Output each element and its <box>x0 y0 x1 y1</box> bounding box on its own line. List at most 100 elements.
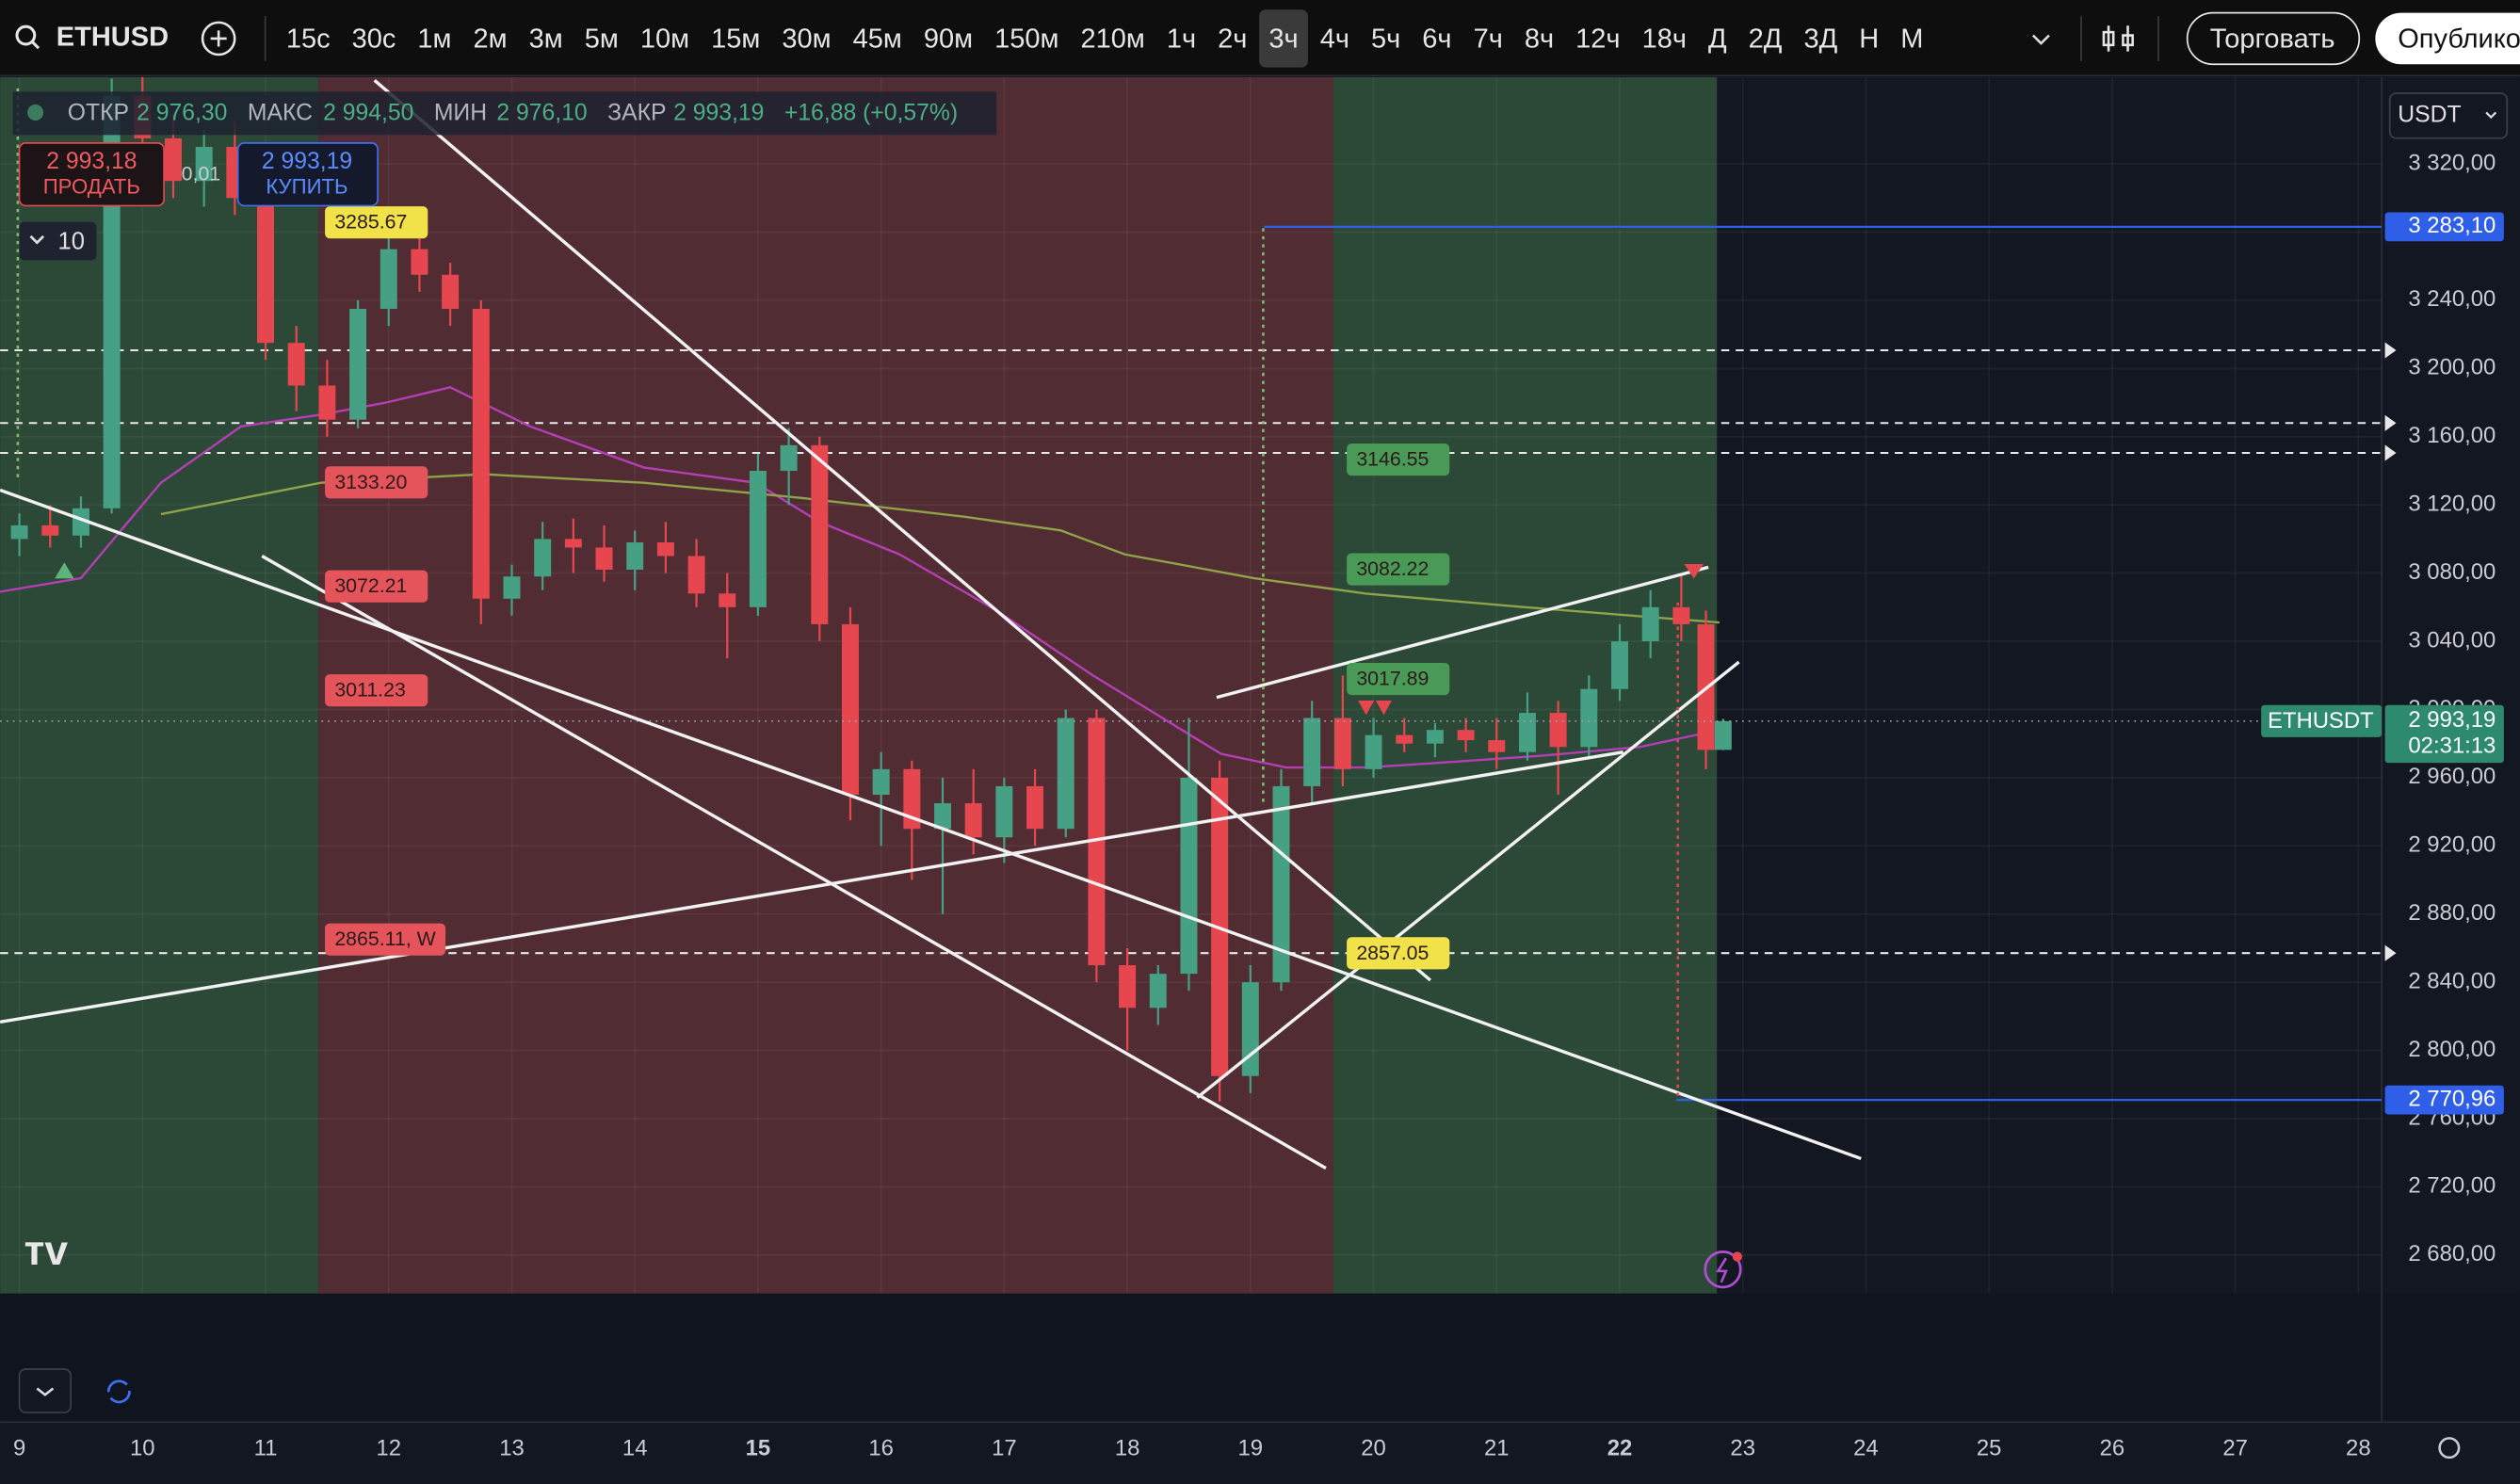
interval-button[interactable]: 45м <box>853 24 902 54</box>
interval-button[interactable]: 7ч <box>1474 24 1503 54</box>
interval-button[interactable]: 2ч <box>1218 24 1247 54</box>
trade-button[interactable] <box>2186 11 2361 66</box>
interval-button[interactable]: 2м <box>474 24 508 54</box>
sell-button[interactable] <box>18 142 165 207</box>
x-tick-label: 9 <box>13 1436 25 1461</box>
price-line-label: 3 283,10 <box>2408 213 2496 238</box>
trend-line <box>261 554 1327 1170</box>
settings-button[interactable] <box>2438 1437 2461 1460</box>
more-intervals[interactable] <box>2031 34 2050 45</box>
collapse-button[interactable] <box>18 1368 73 1413</box>
candle-body <box>995 785 1013 838</box>
interval-button[interactable]: М <box>1900 24 1923 54</box>
candle-body <box>257 198 275 344</box>
add-symbol[interactable] <box>201 21 236 56</box>
interval-button[interactable]: 6ч <box>1422 24 1451 54</box>
buy-button[interactable] <box>236 142 379 207</box>
bottom-panel <box>0 1293 2520 1423</box>
buy-label[interactable]: КУПИТЬ <box>266 175 347 199</box>
moving-average <box>160 473 1720 624</box>
price-annotation-bg <box>325 206 428 239</box>
chart-type[interactable] <box>2102 25 2134 52</box>
candle-body <box>1333 718 1351 769</box>
candle-body <box>287 343 305 386</box>
candle-body <box>1580 688 1598 748</box>
interval-button[interactable]: 30м <box>782 24 831 54</box>
indicators-toggle[interactable] <box>19 221 97 261</box>
interval-button[interactable]: 1ч <box>1167 24 1196 54</box>
moving-average <box>0 386 1704 769</box>
candle-body <box>903 768 921 830</box>
x-tick-label: 17 <box>992 1436 1017 1461</box>
indicator-count[interactable]: 10 <box>57 228 84 254</box>
interval-button[interactable]: Д <box>1708 24 1727 54</box>
trend-line <box>1196 660 1740 1099</box>
interval-button[interactable]: Н <box>1859 24 1879 54</box>
price-annotation: 3011.23 <box>334 679 406 702</box>
candle-body <box>1549 713 1567 748</box>
interval-button[interactable]: 3м <box>529 24 563 54</box>
interval-button[interactable]: 15с <box>286 24 331 54</box>
legend-value: 2 976,10 <box>496 101 587 126</box>
publish-label[interactable]: Опубликовать <box>2398 24 2520 54</box>
x-tick-label: 21 <box>1484 1436 1510 1461</box>
price-annotation: 2857.05 <box>1356 942 1429 964</box>
interval-button[interactable]: 15м <box>711 24 760 54</box>
interval-button[interactable]: 3Д <box>1803 24 1837 54</box>
currency[interactable]: USDT <box>2398 102 2461 127</box>
alert-icon[interactable] <box>1704 1250 1742 1289</box>
publish-button[interactable] <box>2375 12 2520 65</box>
signal-down <box>1684 563 1704 579</box>
spread: 0,01 <box>182 163 221 186</box>
candle-body <box>411 249 428 275</box>
interval-button[interactable]: 210м <box>1080 24 1144 54</box>
candle-body <box>1119 965 1137 1008</box>
legend-bg <box>12 91 997 136</box>
buy-price[interactable]: 2 993,19 <box>262 149 352 174</box>
signal-down <box>1358 701 1375 716</box>
refresh-button[interactable] <box>106 1379 131 1404</box>
candle-body <box>780 444 798 471</box>
price-annotation-bg <box>1347 444 1450 476</box>
price-annotation-bg <box>1347 937 1450 970</box>
interval-button[interactable]: 30с <box>352 24 396 54</box>
level-marker <box>2384 342 2397 359</box>
interval-button[interactable]: 10м <box>640 24 689 54</box>
price-annotation-bg <box>1347 553 1450 586</box>
interval-button[interactable]: 4ч <box>1320 24 1349 54</box>
y-tick-label: 3 120,00 <box>2408 492 2496 517</box>
interval-button[interactable]: 90м <box>924 24 973 54</box>
interval-button[interactable]: 5ч <box>1371 24 1400 54</box>
x-tick-label: 15 <box>746 1436 771 1461</box>
candle-body <box>719 593 736 607</box>
interval-button[interactable]: 12ч <box>1575 24 1620 54</box>
signal-down <box>1375 701 1392 716</box>
interval-button[interactable]: 3ч <box>1268 24 1298 54</box>
candle-body <box>1488 740 1506 752</box>
interval-button[interactable]: 1м <box>417 24 451 54</box>
signal-up <box>55 562 74 579</box>
interval-button[interactable]: 150м <box>994 24 1058 54</box>
sell-price[interactable]: 2 993,18 <box>46 149 137 174</box>
symbol[interactable]: ETHUSD <box>57 23 169 53</box>
interval-button[interactable]: 2Д <box>1749 24 1783 54</box>
search-icon[interactable] <box>15 24 37 46</box>
drawings <box>0 79 1862 1170</box>
sell-label[interactable]: ПРОДАТЬ <box>43 175 140 199</box>
x-tick-label: 16 <box>868 1436 894 1461</box>
interval-button[interactable]: 8ч <box>1525 24 1554 54</box>
x-tick-label: 28 <box>2346 1436 2371 1461</box>
search-icon <box>31 40 40 50</box>
price-annotation: 3133.20 <box>334 471 407 493</box>
interval-button[interactable]: 5м <box>585 24 619 54</box>
candle-body <box>195 146 213 182</box>
trade-label[interactable]: Торговать <box>2210 24 2335 54</box>
y-tick-label: 3 040,00 <box>2408 627 2496 653</box>
price-annotation: 3285.67 <box>334 211 407 234</box>
interval-button[interactable]: 18ч <box>1642 24 1687 54</box>
x-tick-label: 23 <box>1730 1436 1755 1461</box>
add-icon <box>210 30 227 47</box>
level-marker <box>2384 444 2397 461</box>
currency-select[interactable] <box>2388 92 2509 139</box>
